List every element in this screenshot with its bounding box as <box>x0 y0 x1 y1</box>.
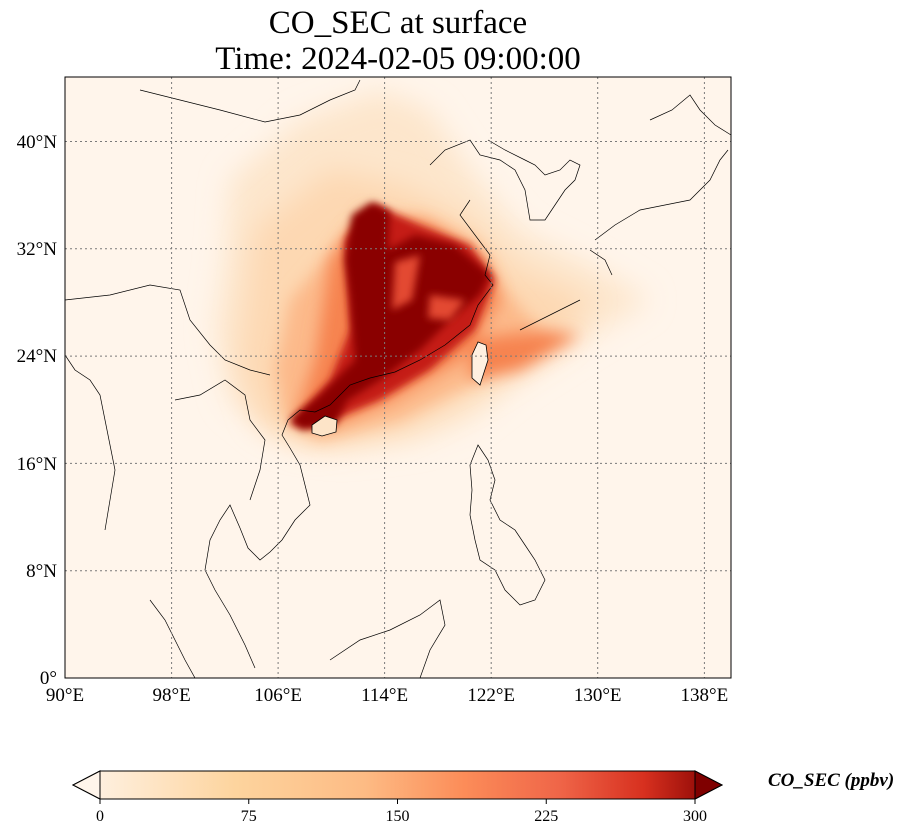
colorbar-tick-label: 0 <box>96 808 104 825</box>
colorbar-tick-label: 75 <box>241 808 257 825</box>
lon-tick-label: 98°E <box>152 685 190 706</box>
gridlines <box>65 77 731 678</box>
map-frame <box>64 76 732 679</box>
lat-tick-label: 32°N <box>17 239 58 260</box>
lon-tick-label: 130°E <box>574 685 622 706</box>
colorbar-tick-label: 300 <box>683 808 707 825</box>
map-time-subtitle: Time: 2024-02-05 09:00:00 <box>215 41 581 77</box>
concentration-field <box>215 90 650 450</box>
colorbar: 0 75 150 225 300 <box>71 770 724 825</box>
map-title: CO_SEC at surface <box>268 5 528 41</box>
colorbar-tick-label: 225 <box>534 808 558 825</box>
lat-tick-label: 8°N <box>26 561 57 582</box>
colorbar-extend-low <box>71 770 101 800</box>
colorbar-extend-high <box>694 770 724 800</box>
lon-tick-label: 122°E <box>467 685 515 706</box>
lat-tick-label: 16°N <box>17 454 58 475</box>
lat-tick-label: 0° <box>40 668 57 689</box>
colorbar-label: CO_SEC (ppbv) <box>768 770 895 791</box>
coastlines <box>65 79 731 678</box>
colorbar-tick-label: 150 <box>386 808 410 825</box>
lat-tick-label: 24°N <box>17 346 58 367</box>
lon-tick-label: 90°E <box>46 685 84 706</box>
lon-tick-label: 138°E <box>681 685 729 706</box>
lat-tick-label: 40°N <box>17 132 58 153</box>
lon-tick-label: 106°E <box>254 685 302 706</box>
colorbar-body <box>71 770 724 800</box>
lon-tick-label: 114°E <box>361 685 408 706</box>
